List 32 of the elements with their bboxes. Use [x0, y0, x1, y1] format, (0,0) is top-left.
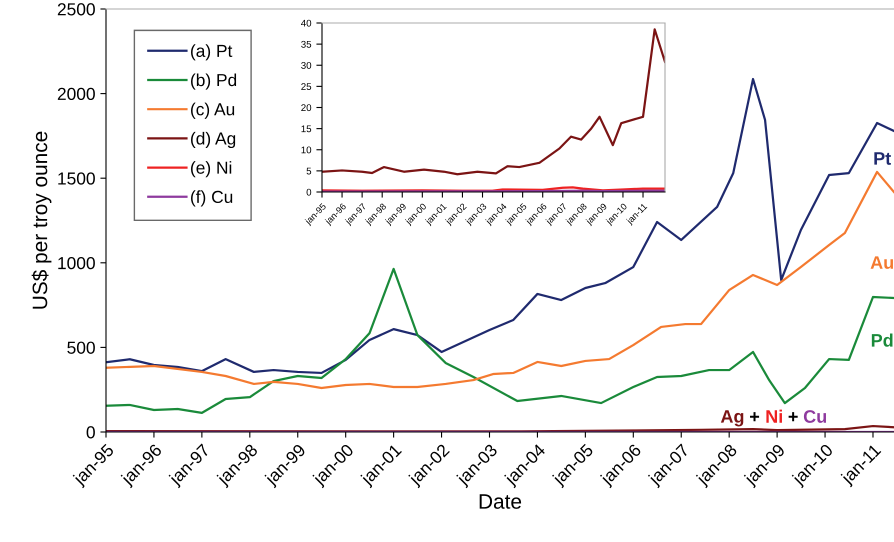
y-axis-title: US$ per troy ounce [32, 132, 52, 309]
legend-label: (e) Ni [191, 161, 232, 178]
annotation: + [750, 412, 760, 422]
legend-label: (f) Cu [191, 190, 232, 206]
y-tick-label: 35 [301, 40, 312, 48]
y-tick-label: 20 [301, 104, 312, 112]
y-tick-label: 1500 [58, 172, 95, 185]
annotation: Ni [766, 410, 782, 423]
x-axis-title: Date [480, 494, 522, 509]
y-tick-label: 15 [302, 125, 312, 132]
y-tick-label: 5 [306, 168, 312, 174]
y-tick-label: 2000 [58, 88, 95, 100]
annotation: Pt [874, 152, 891, 165]
annotation: Au [870, 256, 894, 269]
y-tick-label: 30 [301, 62, 312, 69]
annotation: Cu [804, 410, 826, 423]
line-series [322, 28, 665, 176]
legend-label: (b) Pd [191, 73, 236, 90]
y-tick-label: 0 [86, 426, 95, 438]
legend-label: (d) Ag [191, 132, 236, 148]
legend-label: (a) Pt [191, 44, 232, 60]
y-tick-label: 40 [300, 20, 312, 27]
annotation: Ag [720, 410, 744, 426]
annotation: + [788, 412, 798, 422]
y-tick-label: 0 [306, 188, 312, 196]
y-tick-label: 500 [67, 342, 95, 354]
legend-label: (c) Au [191, 102, 234, 119]
annotation: Pd [872, 333, 893, 347]
y-tick-label: 10 [302, 146, 312, 154]
y-tick-label: 2500 [58, 3, 95, 16]
y-tick-label: 25 [301, 83, 312, 90]
y-tick-label: 1000 [58, 256, 95, 270]
